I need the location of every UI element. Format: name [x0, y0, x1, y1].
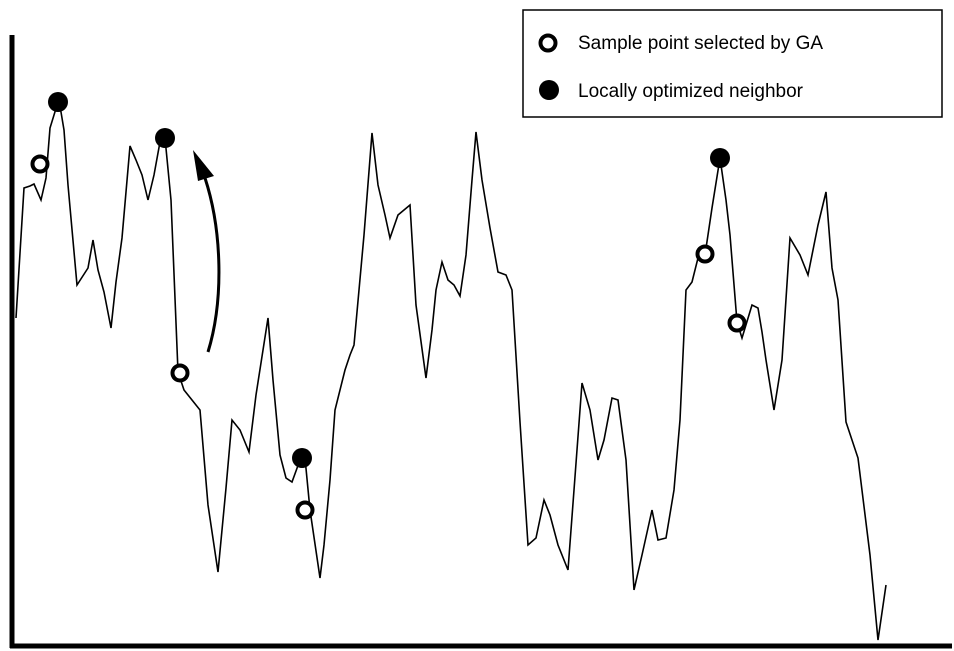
fitness-curve [15, 99, 887, 641]
ga-sample-point [30, 154, 50, 174]
legend-label-optimized: Locally optimized neighbor [578, 81, 804, 102]
legend: Sample point selected by GA Locally opti… [522, 9, 943, 118]
optimized-neighbor-point [292, 448, 312, 468]
legend-hollow-marker [538, 33, 558, 53]
ga-sample-point [727, 313, 747, 333]
optimized-neighbor-point [155, 128, 175, 148]
legend-label-sample: Sample point selected by GA [578, 33, 823, 54]
ga-sample-point [695, 244, 715, 264]
legend-box [522, 9, 943, 118]
legend-filled-marker [539, 80, 559, 100]
optimized-neighbor-point [48, 92, 68, 112]
ga-sample-point [170, 363, 190, 383]
ga-sample-point [295, 500, 315, 520]
hill-climb-arrow [193, 150, 221, 353]
optimized-neighbor-point [710, 148, 730, 168]
